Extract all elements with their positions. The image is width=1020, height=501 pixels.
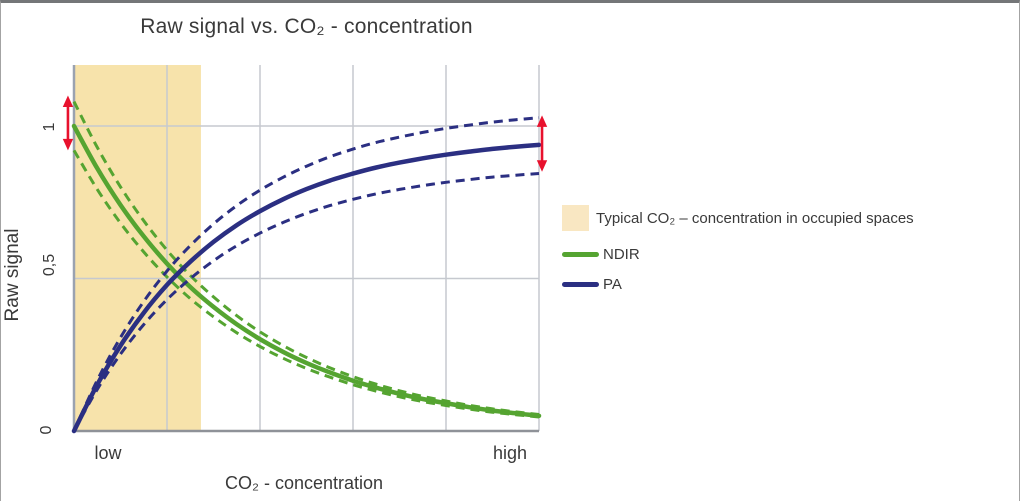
legend-item-pa: PA xyxy=(562,276,1017,293)
pa-curve xyxy=(71,142,542,434)
y-tick-1: 1 xyxy=(41,122,58,132)
legend: Typical CO₂ – concentration in occupied … xyxy=(562,205,1017,306)
pa-band-upper xyxy=(72,116,540,432)
legend-pa-label: PA xyxy=(603,276,622,293)
typical-co2-region xyxy=(74,65,201,431)
legend-item-ndir: NDIR xyxy=(562,246,1017,263)
x-tick-high: high xyxy=(492,443,528,463)
y-tick-0-5: 0,5 xyxy=(41,253,58,277)
pa-band-lower xyxy=(72,172,540,432)
plot-area xyxy=(62,65,548,434)
ndir-band-upper xyxy=(72,100,540,416)
x-tick-low: low xyxy=(94,443,122,463)
ndir-band-lower xyxy=(72,149,540,419)
legend-region-label: Typical CO₂ – concentration in occupied … xyxy=(596,209,914,227)
right-red-arrow-head-bottom xyxy=(536,160,548,172)
chart-title: Raw signal vs. CO₂ - concentration xyxy=(140,15,473,38)
left-red-arrow-head-bottom xyxy=(62,138,74,151)
x-axis-label: CO₂ - concentration xyxy=(224,473,384,493)
y-tick-0: 0 xyxy=(38,425,55,435)
legend-item-region: Typical CO₂ – concentration in occupied … xyxy=(562,205,1017,231)
region-color-swatch xyxy=(562,205,589,231)
y-axis-label: Raw signal xyxy=(2,228,23,322)
right-red-arrow-head-top xyxy=(536,115,548,127)
left-red-arrow-head-top xyxy=(62,95,74,107)
pa-line-swatch xyxy=(562,282,599,287)
ndir-line-swatch xyxy=(562,252,599,257)
ndir-curve xyxy=(71,123,542,419)
legend-ndir-label: NDIR xyxy=(603,246,640,263)
